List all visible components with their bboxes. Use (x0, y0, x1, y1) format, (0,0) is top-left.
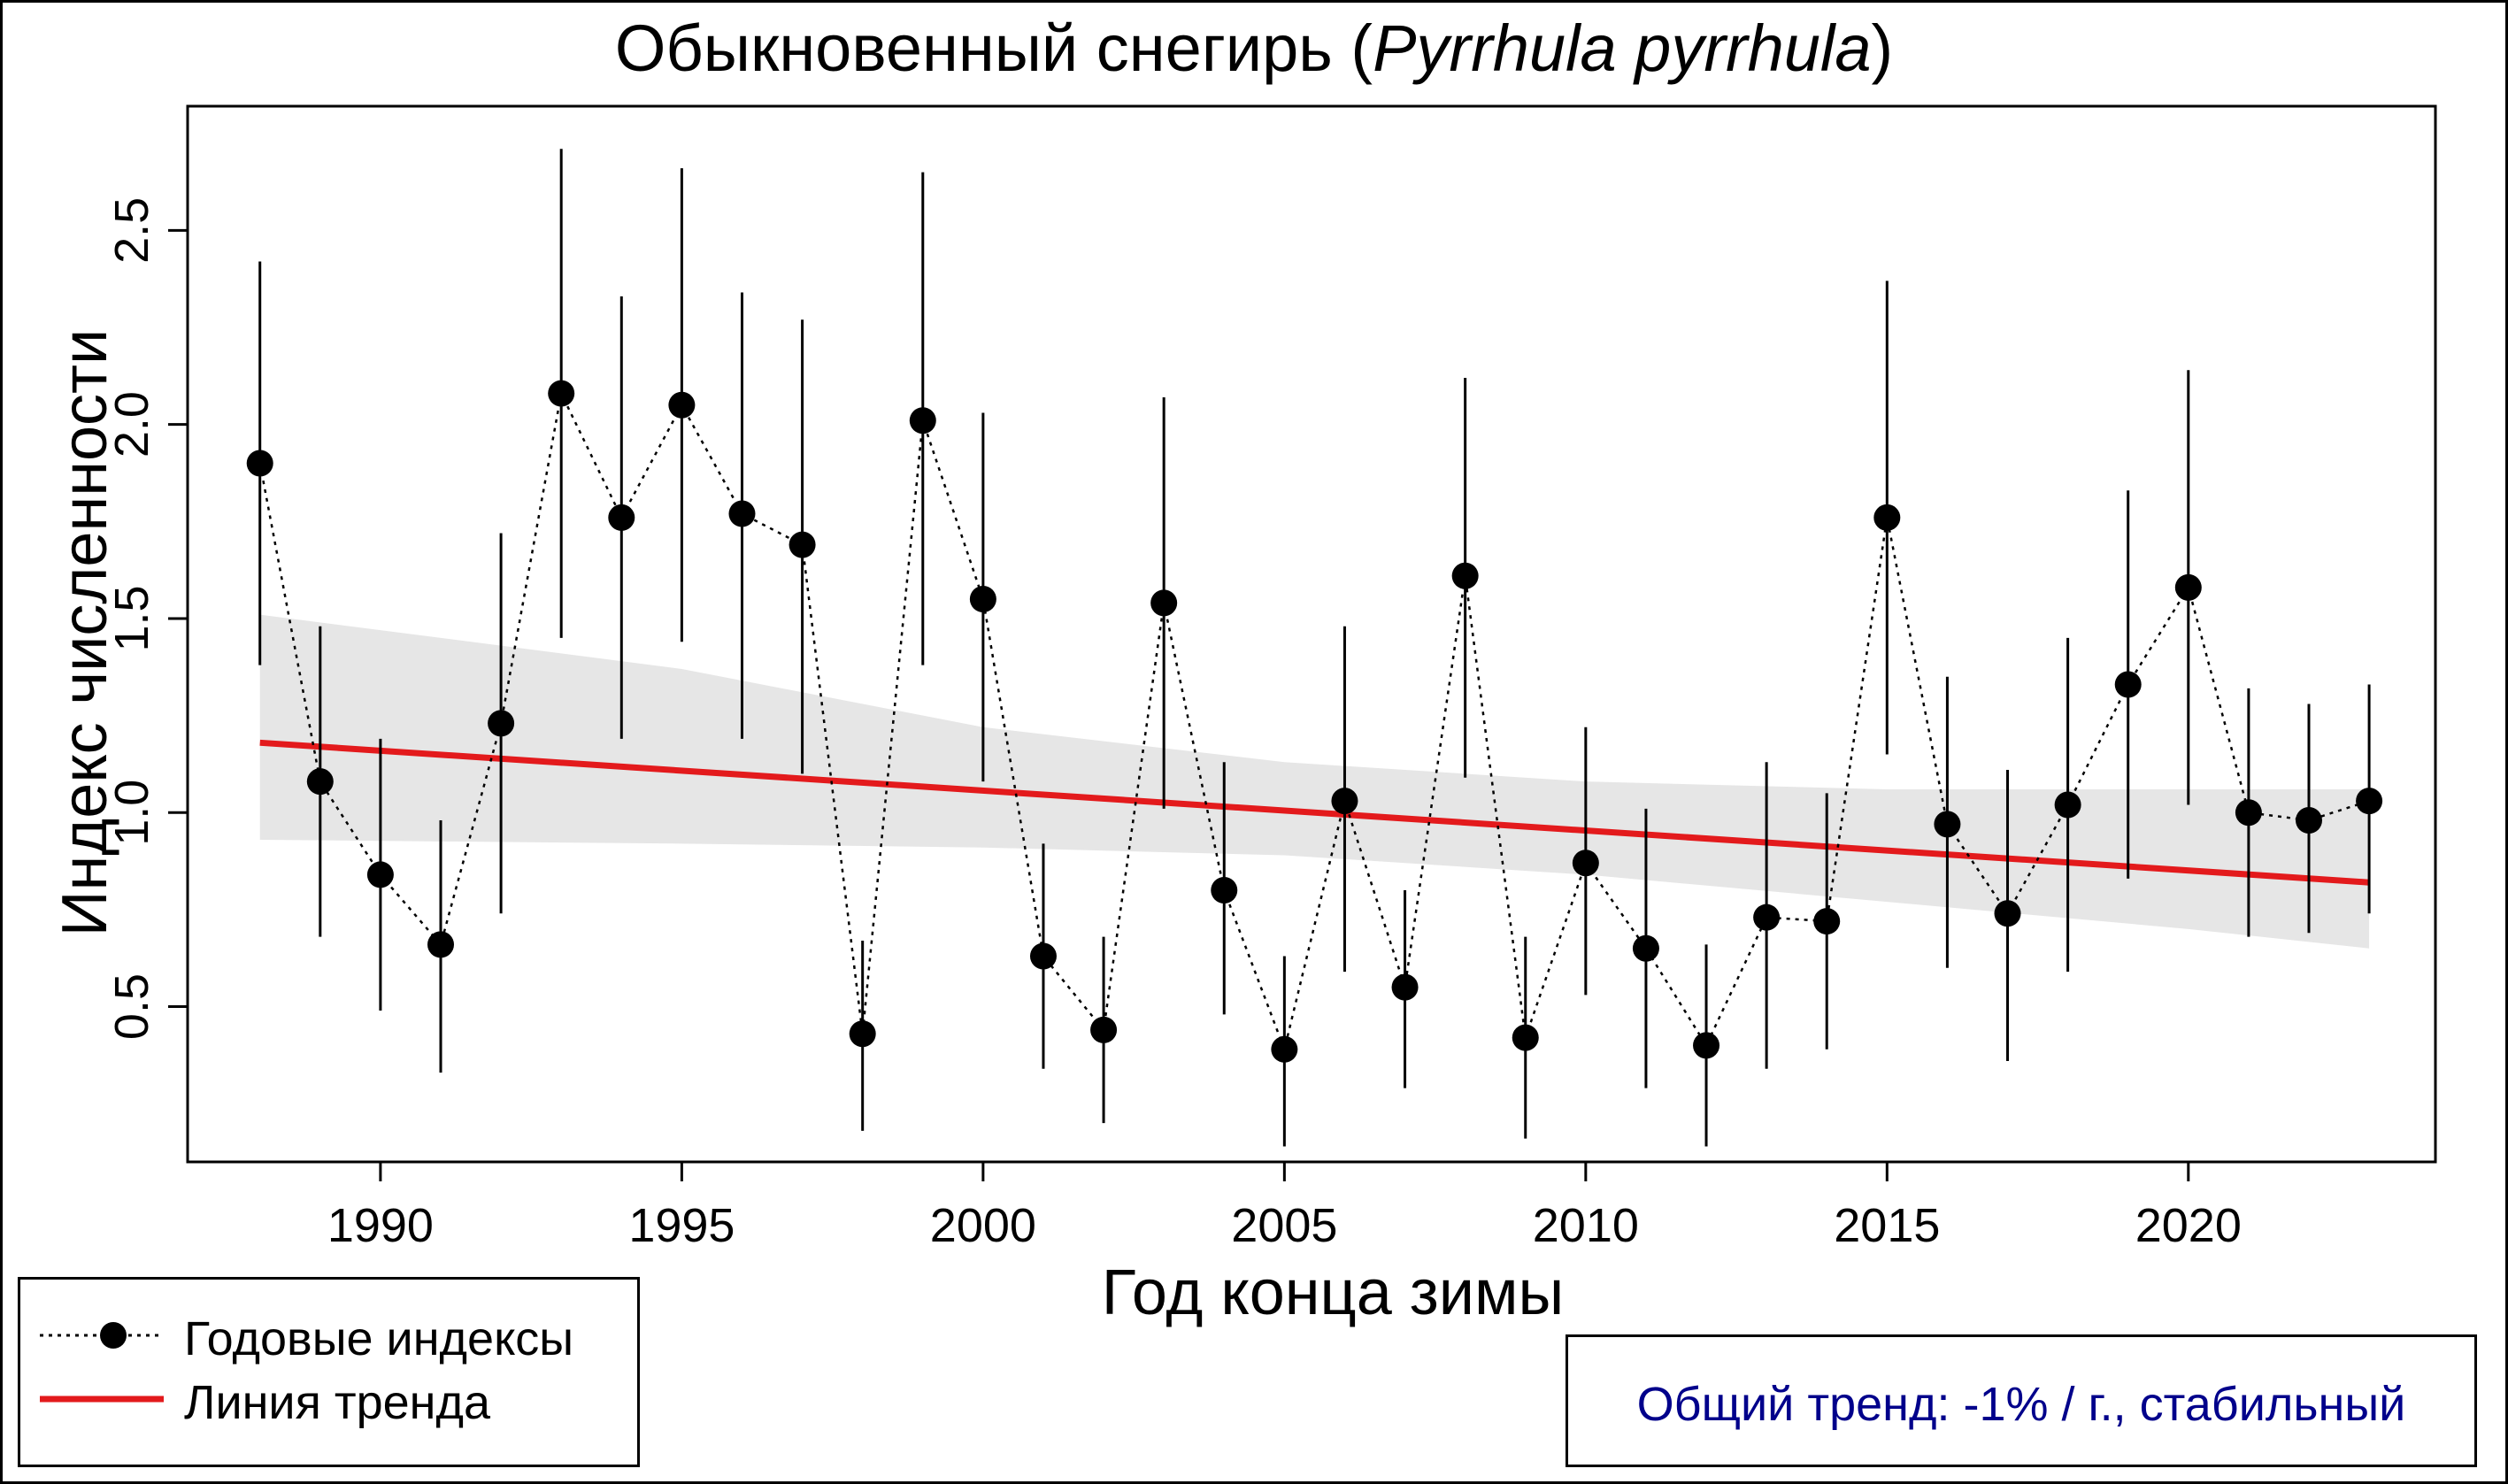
x-tick-label-2015: 2015 (1834, 1199, 1940, 1252)
trend-summary-box: Общий тренд: -1% / г., стабильный (1566, 1334, 2477, 1467)
data-point-2010 (1572, 850, 1599, 877)
legend: Годовые индексы Линия тренда (18, 1277, 640, 1467)
data-point-2018 (2054, 791, 2081, 819)
legend-entry-points: Годовые индексы (20, 1304, 637, 1366)
y-tick-label-2.0: 2.0 (105, 391, 158, 458)
data-point-2012 (1693, 1032, 1720, 1059)
data-point-2014 (1813, 908, 1841, 935)
title-close: ) (1871, 12, 1894, 85)
data-point-1995 (668, 391, 696, 419)
chart-title: Обыкновенный снегирь (Pyrrhula pyrrhula) (0, 11, 2508, 86)
x-tick-label-2005: 2005 (1231, 1199, 1337, 1252)
x-tick-label-1990: 1990 (327, 1199, 434, 1252)
y-tick-label-1.5: 1.5 (105, 585, 158, 651)
data-point-2008 (1451, 562, 1479, 589)
y-tick-label-2.5: 2.5 (105, 197, 158, 264)
data-point-1988 (246, 450, 273, 477)
data-point-2000 (969, 586, 996, 613)
x-axis-label: Год конца зимы (1101, 1257, 1565, 1328)
data-point-1990 (366, 861, 394, 888)
data-point-2005 (1271, 1035, 1298, 1063)
data-point-1999 (909, 407, 936, 434)
data-point-2023 (2356, 788, 2383, 815)
plot-border (186, 104, 2437, 1164)
data-point-1996 (728, 500, 756, 527)
confidence-band (259, 614, 2370, 949)
data-point-2009 (1512, 1024, 1539, 1051)
legend-entry-trend: Линия тренда (20, 1368, 637, 1430)
index-connector-line (258, 389, 2370, 1054)
x-tick-label-2020: 2020 (2135, 1199, 2242, 1252)
y-axis-label: Индекс численности (50, 328, 120, 937)
x-tick-label-2000: 2000 (930, 1199, 1036, 1252)
data-point-2002 (1090, 1016, 1118, 1043)
data-point-2013 (1753, 903, 1781, 931)
y-tick-label-1.0: 1.0 (105, 780, 158, 846)
title-latin: Pyrrhula pyrrhula (1373, 12, 1872, 85)
y-tick-label-0.5: 0.5 (105, 973, 158, 1040)
data-point-1991 (427, 931, 455, 958)
legend-points-symbol (40, 1322, 164, 1349)
data-point-1993 (548, 380, 575, 407)
data-point-2020 (2174, 573, 2202, 601)
x-tick-label-1995: 1995 (628, 1199, 735, 1252)
data-point-2015 (1873, 504, 1901, 531)
data-point-2004 (1211, 876, 1238, 903)
legend-trend-label: Линия тренда (184, 1376, 490, 1429)
data-point-2001 (1029, 942, 1057, 970)
trend-line (259, 739, 2370, 886)
data-point-2021 (2235, 799, 2262, 827)
data-point-2003 (1150, 589, 1178, 617)
data-point-1998 (849, 1020, 876, 1048)
title-main: Обыкновенный снегирь ( (614, 12, 1373, 85)
data-point-2017 (1994, 900, 2021, 927)
legend-trend-symbol (40, 1396, 164, 1403)
data-point-1992 (488, 710, 515, 737)
x-tick-label-2010: 2010 (1533, 1199, 1639, 1252)
trend-summary-text: Общий тренд: -1% / г., стабильный (1636, 1378, 2406, 1431)
legend-points-label: Годовые индексы (184, 1312, 574, 1365)
data-point-2006 (1331, 788, 1358, 815)
data-point-2022 (2295, 807, 2322, 834)
data-point-2007 (1391, 973, 1419, 1001)
data-point-2011 (1632, 934, 1659, 962)
data-point-2016 (1934, 811, 1961, 838)
data-point-1989 (306, 768, 334, 796)
data-point-1994 (608, 504, 635, 531)
data-point-1997 (789, 531, 816, 558)
data-point-2019 (2114, 671, 2142, 698)
